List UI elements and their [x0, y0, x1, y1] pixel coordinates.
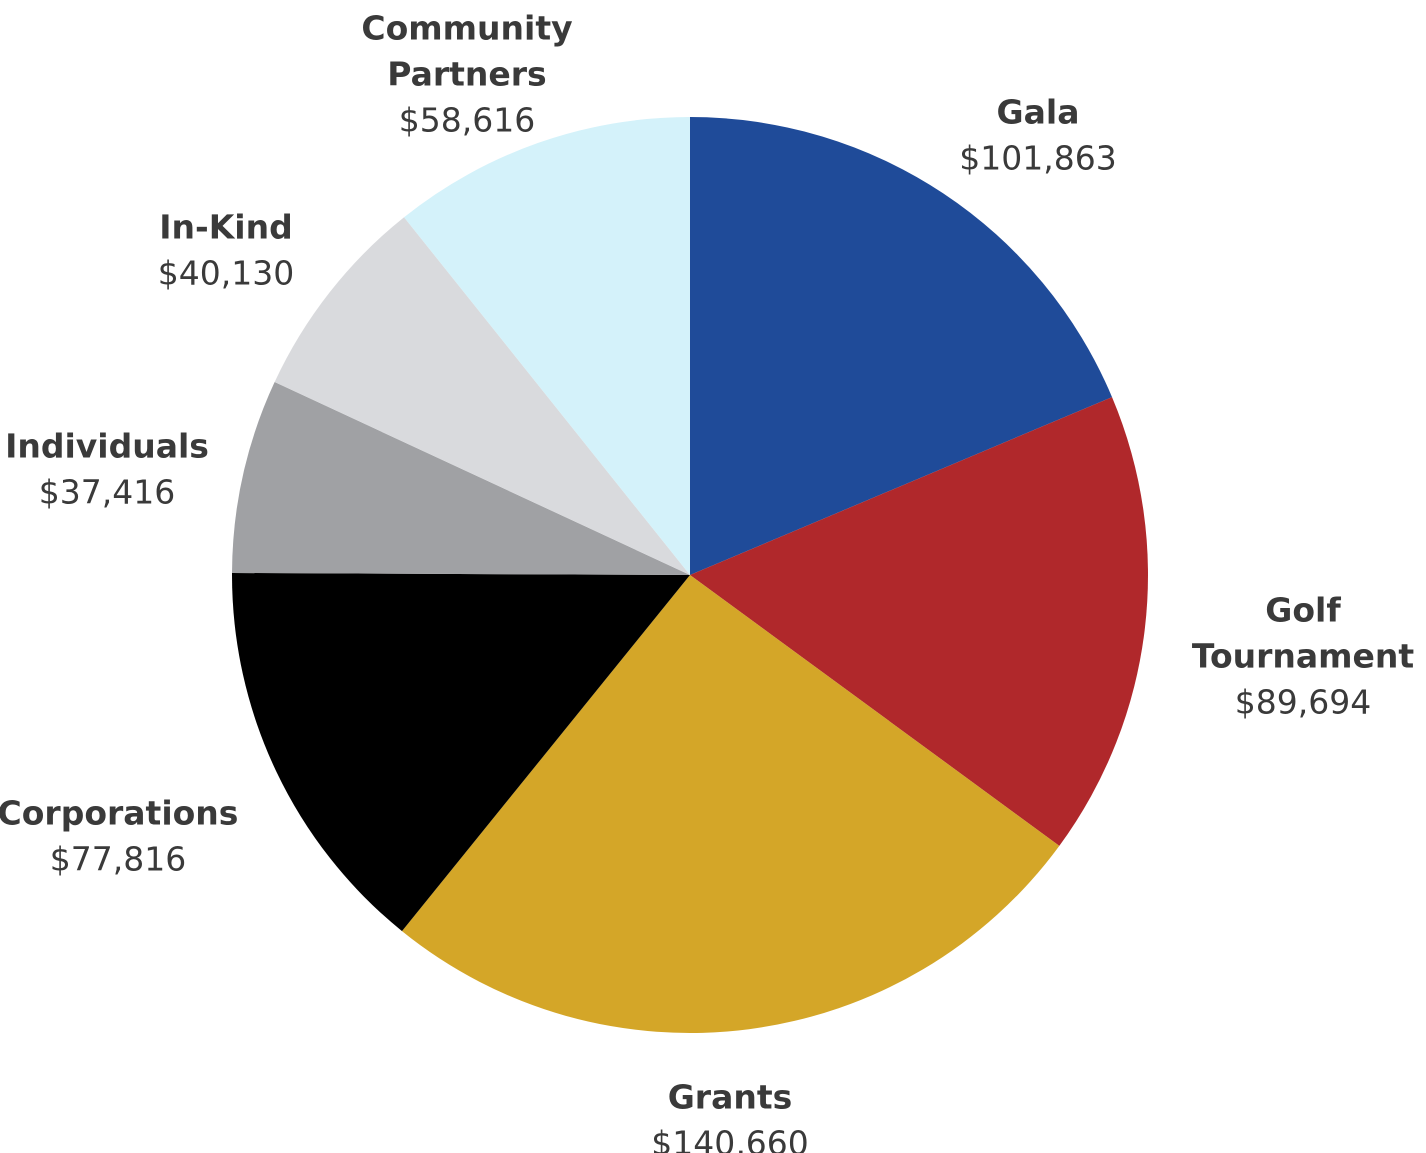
pie-slice-grants: [401, 575, 1060, 1033]
slice-name-label: Community: [361, 9, 572, 48]
slice-label-golf-tournament: Golf Tournament $89,694: [1192, 591, 1415, 722]
slice-labels: Gala $101,863 Golf Tournament $89,694 Grants $…: [0, 9, 1414, 1153]
slice-label-gala: Gala $101,863: [959, 93, 1116, 178]
slice-name-label: Gala: [997, 93, 1080, 132]
slice-name-label: Corporations: [0, 794, 238, 833]
slice-label-grants: Grants $140,660: [651, 1078, 808, 1153]
pie-slices: [232, 116, 1148, 1033]
pie-slice-community-partners: [404, 116, 690, 575]
pie-slice-corporations: [232, 572, 690, 932]
slice-name-label: Golf: [1265, 591, 1341, 630]
slice-label-corporations: Corporations $77,816: [0, 794, 238, 879]
pie-slice-gala: [690, 117, 1113, 575]
slice-label-individuals: Individuals $37,416: [5, 427, 209, 512]
pie-slice-individuals: [232, 382, 691, 575]
pie-slice-in-kind: [274, 217, 690, 575]
slice-name-label: Grants: [668, 1078, 793, 1117]
slice-label-community-partners: Community Partners $58,616: [361, 9, 572, 140]
slice-value-label: $40,130: [158, 254, 294, 293]
slice-value-label: $89,694: [1235, 683, 1371, 722]
pie-slice-golf-tournament: [690, 397, 1148, 846]
slice-name-label: In-Kind: [159, 208, 292, 247]
slice-name-label: Partners: [387, 55, 546, 94]
slice-value-label: $58,616: [399, 101, 535, 140]
slice-value-label: $140,660: [651, 1124, 808, 1153]
slice-name-label: Individuals: [5, 427, 209, 466]
slice-value-label: $77,816: [50, 840, 186, 879]
slice-value-label: $37,416: [39, 473, 175, 512]
slice-name-label: Tournament: [1192, 637, 1415, 676]
slice-label-in-kind: In-Kind $40,130: [158, 208, 294, 293]
slice-value-label: $101,863: [959, 139, 1116, 178]
